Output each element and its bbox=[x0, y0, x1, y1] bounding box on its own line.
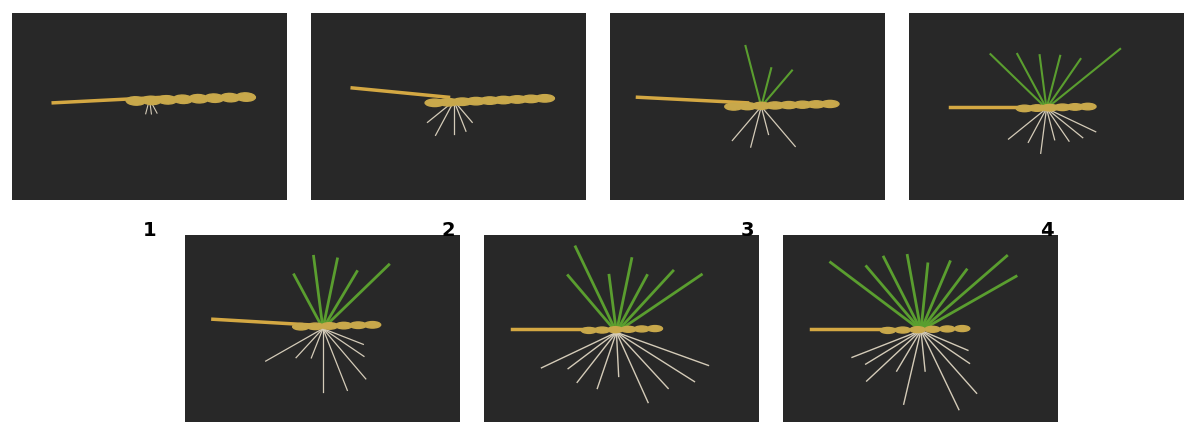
Ellipse shape bbox=[507, 96, 527, 103]
Ellipse shape bbox=[1042, 104, 1058, 111]
Ellipse shape bbox=[940, 326, 954, 332]
Ellipse shape bbox=[807, 101, 825, 108]
Ellipse shape bbox=[581, 327, 597, 333]
Ellipse shape bbox=[739, 103, 756, 110]
Ellipse shape bbox=[494, 96, 513, 104]
Ellipse shape bbox=[780, 102, 798, 109]
Ellipse shape bbox=[307, 323, 323, 329]
Ellipse shape bbox=[173, 95, 193, 103]
Ellipse shape bbox=[910, 327, 926, 333]
Ellipse shape bbox=[767, 102, 783, 109]
Ellipse shape bbox=[364, 321, 380, 328]
Text: 1: 1 bbox=[142, 222, 157, 240]
Ellipse shape bbox=[236, 93, 256, 101]
Ellipse shape bbox=[466, 97, 486, 105]
Ellipse shape bbox=[594, 327, 610, 333]
Ellipse shape bbox=[535, 95, 555, 102]
Ellipse shape bbox=[480, 97, 500, 104]
Text: 4: 4 bbox=[1039, 222, 1054, 240]
Ellipse shape bbox=[220, 93, 239, 102]
Ellipse shape bbox=[205, 94, 224, 103]
Ellipse shape bbox=[1080, 103, 1096, 110]
Ellipse shape bbox=[925, 326, 940, 332]
Ellipse shape bbox=[725, 103, 743, 110]
Ellipse shape bbox=[794, 101, 811, 108]
Ellipse shape bbox=[293, 323, 310, 330]
Ellipse shape bbox=[1017, 105, 1033, 112]
Ellipse shape bbox=[350, 322, 366, 329]
Ellipse shape bbox=[647, 325, 663, 332]
Ellipse shape bbox=[880, 327, 896, 333]
Ellipse shape bbox=[1067, 103, 1084, 110]
Ellipse shape bbox=[608, 327, 623, 333]
Ellipse shape bbox=[439, 99, 458, 106]
Ellipse shape bbox=[822, 100, 838, 107]
Ellipse shape bbox=[322, 323, 337, 329]
Text: 3: 3 bbox=[740, 222, 755, 240]
Ellipse shape bbox=[752, 102, 770, 109]
Ellipse shape bbox=[954, 325, 970, 332]
Ellipse shape bbox=[142, 96, 161, 105]
Ellipse shape bbox=[895, 327, 910, 333]
Ellipse shape bbox=[126, 97, 146, 105]
Ellipse shape bbox=[521, 95, 541, 103]
Ellipse shape bbox=[336, 322, 352, 329]
Ellipse shape bbox=[452, 98, 472, 105]
Ellipse shape bbox=[634, 326, 649, 332]
Ellipse shape bbox=[1029, 105, 1045, 111]
Ellipse shape bbox=[1054, 104, 1070, 111]
Text: 2: 2 bbox=[441, 222, 456, 240]
Ellipse shape bbox=[621, 326, 636, 332]
Ellipse shape bbox=[425, 99, 445, 107]
Ellipse shape bbox=[158, 95, 177, 104]
Ellipse shape bbox=[189, 95, 208, 103]
